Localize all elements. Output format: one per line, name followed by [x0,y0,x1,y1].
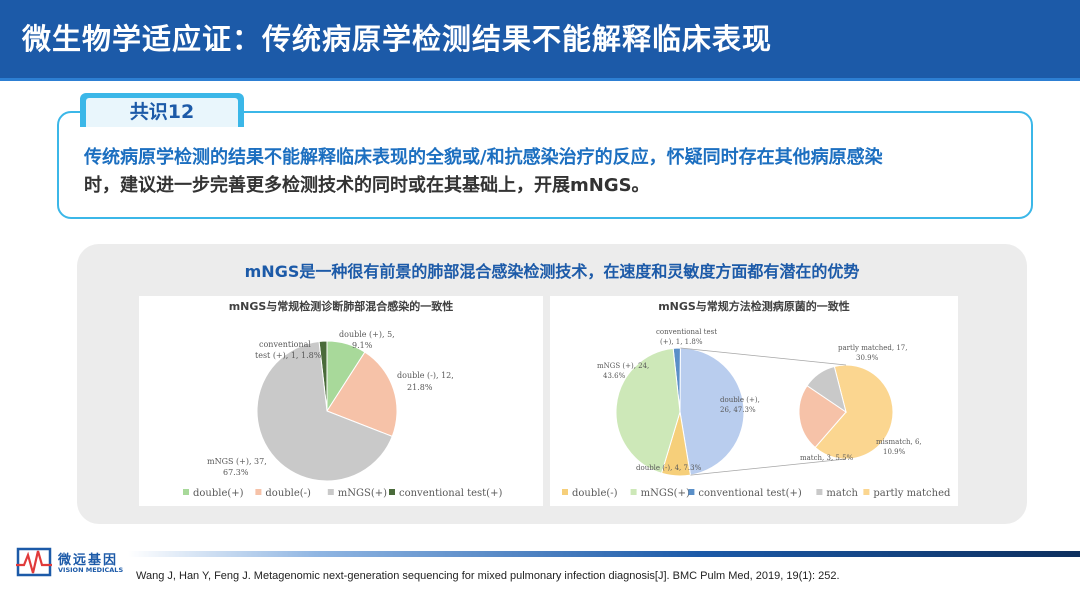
consensus-tag: 共识12 [80,93,244,127]
logo-text-cn: 微远基因 [58,553,119,568]
consensus-text: 传统病原学检测的结果不能解释临床表现的全貌或/和抗感染治疗的反应，怀疑同时存在其… [84,144,1014,200]
logo-text-en: VISION MEDICALS [58,566,124,574]
subpie-slice-2 [806,365,847,414]
legend-item: partly matched [873,488,951,499]
page-title: 微生物学适应证：传统病原学检测结果不能解释临床表现 [22,22,773,56]
consensus-line-2: 时，建议进一步完善更多检测技术的同时或在其基础上，开展mNGS。 [84,175,650,196]
data-label: 10.9% [883,448,906,456]
legend-item: double(-) [572,488,618,499]
data-label: double (-), 4, 7.3% [636,464,702,472]
data-label: 9.1% [352,341,373,350]
pie-chart-right: mNGS与常规方法检测病原菌的一致性 conventional test (+), … [562,299,951,499]
data-label: test (+), 1, 1.8% [255,351,322,360]
data-label: double (+), [720,396,760,404]
data-label: mNGS (+), 24, [597,362,649,370]
legend-swatch [688,489,695,495]
data-label: mismatch, 6, [876,438,922,446]
chart-title: mNGS与常规方法检测病原菌的一致性 [658,299,850,313]
reference-citation: Wang J, Han Y, Feng J. Metagenomic next-… [136,570,840,582]
header-divider [0,78,1080,81]
legend-item: double(-) [265,488,311,499]
chart-card-left: mNGS与常规检测诊断肺部混合感染的一致性 double (+), 5, 9.1% d… [139,296,543,506]
data-label: 43.6% [603,372,626,380]
chart-card-right: mNGS与常规方法检测病原菌的一致性 conventional test (+), … [550,296,958,506]
legend-swatch [389,489,395,495]
pie-right-slice-3 [615,347,681,474]
footer-bar [128,551,1080,557]
pie-left-slice-2 [326,351,398,438]
data-label: mNGS (+), 37, [207,457,267,466]
legend-swatch [630,489,637,495]
data-label: conventional test [656,328,717,336]
legend-swatch [562,489,568,495]
data-label: 67.3% [223,468,249,477]
consensus-line-1: 传统病原学检测的结果不能解释临床表现的全貌或/和抗感染治疗的反应，怀疑同时存在其… [84,147,883,168]
pie-left-slice-3 [256,340,393,482]
panel-title: mNGS是一种很有前景的肺部混合感染检测技术，在速度和灵敏度方面都有潜在的优势 [244,262,860,281]
data-label: conventional [259,340,311,349]
data-label: 30.9% [856,354,879,362]
chart-title: mNGS与常规检测诊断肺部混合感染的一致性 [229,299,454,313]
subpie-slice-1 [798,384,847,449]
pie-chart-left: mNGS与常规检测诊断肺部混合感染的一致性 double (+), 5, 9.1% d… [183,299,502,499]
data-label: (+), 1, 1.8% [660,338,703,346]
logo-icon [16,547,52,577]
legend-swatch [183,489,189,495]
pie-right-slice-1 [679,347,745,476]
connector-line [680,347,847,366]
consensus-tag-label: 共识12 [86,98,238,127]
legend-swatch [816,489,823,495]
data-label: 26, 47.3% [720,406,756,414]
legend-swatch [863,489,870,495]
legend-item: match [826,488,858,499]
data-label: double (+), 5, [339,330,395,339]
legend-item: double(+) [193,488,244,499]
legend-swatch [255,489,262,495]
subpie-slice-0 [814,364,894,460]
header-bar: 微生物学适应证：传统病原学检测结果不能解释临床表现 [0,0,1080,78]
data-label: partly matched, 17, [838,344,908,352]
legend-item: conventional test(+) [399,488,502,499]
data-label: match, 3, 5.5% [800,454,854,462]
data-label: 21.8% [407,383,433,392]
legend-item: conventional test(+) [698,488,801,499]
evidence-panel: mNGS是一种很有前景的肺部混合感染检测技术，在速度和灵敏度方面都有潜在的优势 … [77,244,1027,524]
connector-line [690,458,847,476]
data-label: double (-), 12, [397,371,454,380]
legend-item: mNGS(+) [641,488,690,499]
legend-item: mNGS(+) [338,488,387,499]
legend-swatch [327,489,334,495]
consensus-box [57,111,1033,219]
